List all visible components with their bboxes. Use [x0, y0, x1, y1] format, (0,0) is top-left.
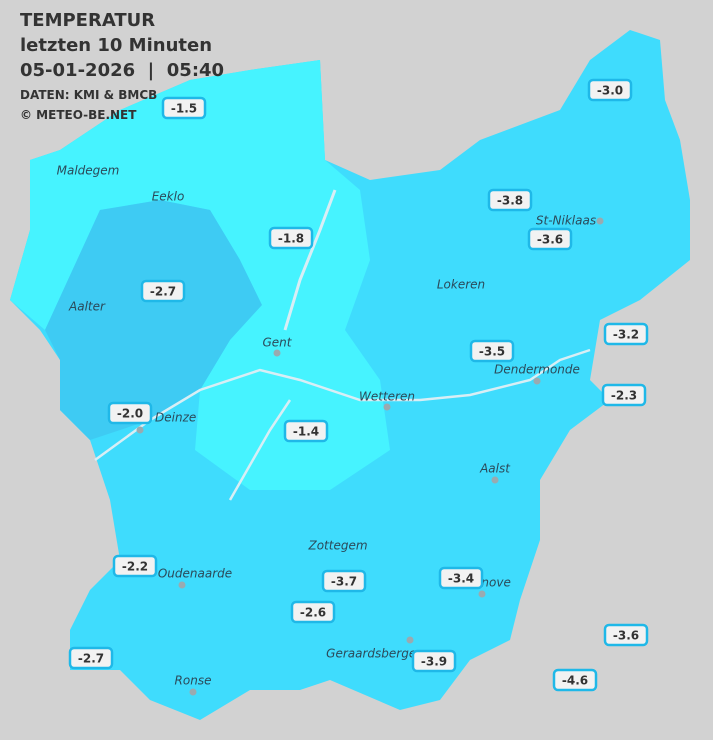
station-box — [411, 649, 457, 673]
station-value: -3.0 — [597, 84, 623, 98]
city-dot — [178, 581, 186, 589]
city-label: Aalst — [479, 462, 511, 476]
station-box — [268, 226, 314, 250]
city-label: Geraardsbergen — [326, 647, 424, 661]
station-box — [601, 383, 647, 407]
station-box — [552, 668, 598, 692]
cities: Maldegem Eeklo Aalter Gent Wetteren Lokeren St… — [57, 164, 604, 696]
city-dot — [189, 688, 197, 696]
datetime: 05-01-2026 | 05:40 — [20, 60, 224, 81]
station-value: -2.6 — [300, 606, 326, 620]
station-value: -1.5 — [171, 102, 197, 116]
city-label: Aalter — [68, 300, 106, 314]
city-label: Lokeren — [437, 278, 485, 292]
station-value: -3.9 — [421, 655, 447, 669]
station-box — [603, 322, 649, 346]
station-box — [68, 646, 114, 670]
city-label: Eeklo — [152, 190, 185, 204]
station-value: -4.6 — [562, 674, 588, 688]
canal — [283, 189, 337, 331]
city-label: St-Niklaas — [536, 214, 596, 228]
station-value: -3.4 — [448, 572, 474, 586]
city-label: Maldegem — [57, 164, 120, 178]
station-box — [107, 401, 153, 425]
station-value: -3.8 — [497, 194, 523, 208]
warm-zone — [45, 200, 262, 440]
city-dot — [406, 636, 414, 644]
station-box — [140, 279, 186, 303]
title: TEMPERATUR — [20, 10, 155, 31]
header: TEMPERATUR letzten 10 Minuten 05-01-2026… — [20, 10, 224, 122]
city-dot — [136, 426, 144, 434]
station-value: -1.8 — [278, 232, 304, 246]
station-box — [527, 227, 573, 251]
station-box — [603, 623, 649, 647]
city-label: Ronse — [175, 674, 212, 688]
city-dot — [491, 476, 499, 484]
city-label: Oudenaarde — [158, 567, 232, 581]
river — [94, 348, 591, 462]
station-box — [321, 569, 367, 593]
cold-zone — [10, 60, 390, 490]
station-box — [469, 339, 515, 363]
city-label: Deinze — [155, 411, 196, 425]
city-dot — [383, 403, 391, 411]
city-label: Wetteren — [359, 390, 415, 404]
station-value: -3.7 — [331, 575, 357, 589]
station-box — [283, 419, 329, 443]
source: DATEN: KMI & BMCB — [20, 88, 157, 102]
city-label: Dendermonde — [494, 363, 580, 377]
station-box — [438, 566, 484, 590]
city-label: Gent — [263, 336, 293, 350]
station-value: -3.6 — [613, 629, 639, 643]
station-value: -1.4 — [293, 425, 319, 439]
station-value: -2.0 — [117, 407, 143, 421]
station-box — [290, 600, 336, 624]
station-box — [487, 188, 533, 212]
station-value: -3.2 — [613, 328, 639, 342]
station-box — [112, 554, 158, 578]
station-value: -2.7 — [78, 652, 104, 666]
station-value: -3.6 — [537, 233, 563, 247]
city-dot — [533, 377, 541, 385]
city-dot — [478, 590, 486, 598]
station-box — [587, 78, 633, 102]
station-value: -2.2 — [122, 560, 148, 574]
subtitle: letzten 10 Minuten — [20, 35, 212, 56]
city-label: Zottegem — [307, 539, 367, 553]
city-dot — [273, 349, 281, 357]
station-box — [161, 96, 207, 120]
stations: -1.5 -3.0 -3.8 -3.6 -1.8 -2.7 -3.2 -3.5 -2.3 -2.0… — [68, 78, 649, 692]
copyright: © METEO-BE.NET — [20, 108, 137, 122]
station-value: -3.5 — [479, 345, 505, 359]
station-value: -2.3 — [611, 389, 637, 403]
station-value: -2.7 — [150, 285, 176, 299]
river — [228, 399, 292, 501]
city-dot — [596, 217, 604, 225]
